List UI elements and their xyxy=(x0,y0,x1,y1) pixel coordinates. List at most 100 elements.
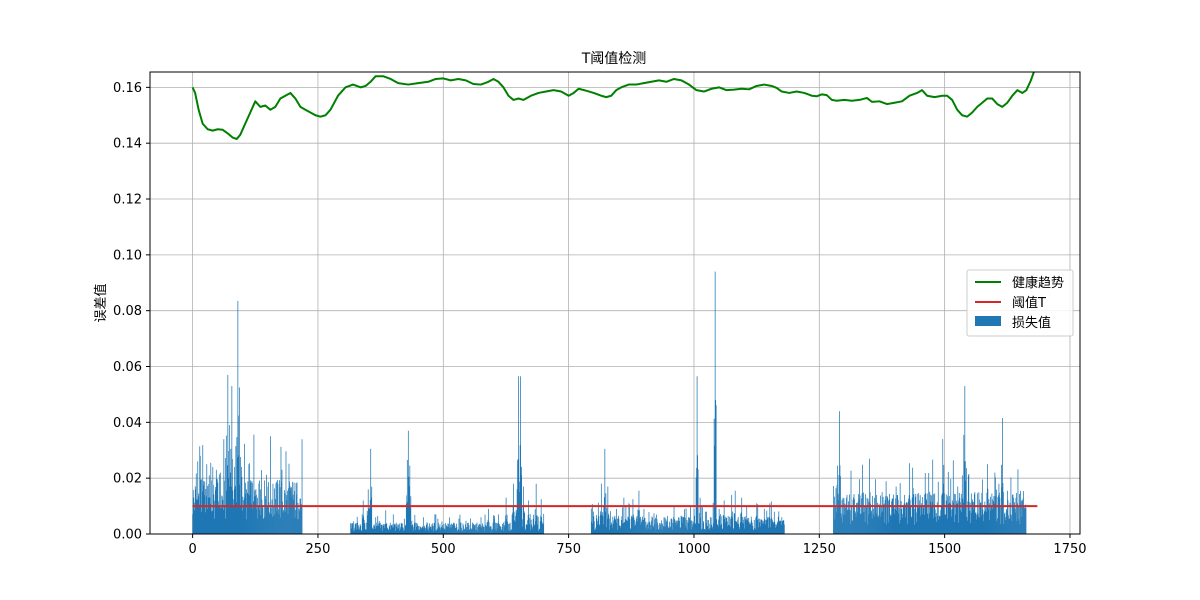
loss-bar xyxy=(634,519,635,534)
loss-bar xyxy=(868,501,870,534)
loss-bar xyxy=(542,524,544,534)
loss-bar xyxy=(372,528,374,534)
loss-bar xyxy=(494,515,495,534)
loss-bar xyxy=(601,512,603,534)
loss-bar xyxy=(497,523,498,534)
loss-bar xyxy=(682,517,684,534)
loss-bar xyxy=(920,506,922,534)
loss-bar xyxy=(357,522,359,534)
loss-bar xyxy=(469,529,471,534)
loss-bar xyxy=(519,445,521,534)
loss-bar xyxy=(223,439,225,534)
loss-bar xyxy=(965,467,967,534)
loss-bar xyxy=(626,519,627,534)
loss-bar xyxy=(259,509,261,534)
loss-bar xyxy=(361,514,363,534)
loss-bar xyxy=(755,517,757,534)
loss-bar xyxy=(926,500,928,534)
loss-bar xyxy=(716,524,718,534)
loss-bar xyxy=(734,513,736,534)
loss-bar xyxy=(407,501,409,534)
loss-bar xyxy=(354,530,356,534)
loss-bar xyxy=(782,520,784,534)
loss-bar xyxy=(632,517,633,534)
loss-bar xyxy=(754,528,756,534)
loss-bar xyxy=(377,523,379,534)
loss-bar xyxy=(376,525,378,534)
loss-bar xyxy=(991,493,993,534)
loss-bar xyxy=(463,525,464,534)
loss-bar xyxy=(970,493,972,534)
loss-bar xyxy=(192,490,194,534)
loss-bar xyxy=(1002,482,1004,534)
loss-bar xyxy=(258,505,259,534)
loss-bar xyxy=(783,524,785,534)
loss-bar xyxy=(981,492,983,534)
loss-bar xyxy=(280,517,281,534)
loss-bar xyxy=(996,489,997,534)
loss-bar xyxy=(592,511,594,534)
loss-bar xyxy=(959,497,961,534)
loss-bar xyxy=(1001,487,1003,534)
loss-bar xyxy=(653,527,654,534)
loss-bar xyxy=(472,522,473,534)
loss-bar xyxy=(951,516,953,534)
loss-bar xyxy=(600,483,602,534)
x-tick-label: 1750 xyxy=(1053,542,1086,557)
loss-bar xyxy=(879,506,880,534)
loss-bar xyxy=(988,499,990,534)
loss-bar xyxy=(964,386,966,534)
y-tick-label: 0.10 xyxy=(113,248,142,263)
loss-bar xyxy=(923,514,925,534)
loss-bar xyxy=(746,518,748,534)
loss-bar xyxy=(911,517,913,534)
loss-bar xyxy=(691,520,692,534)
loss-bar xyxy=(1011,515,1012,534)
loss-bar xyxy=(472,524,474,534)
loss-bar xyxy=(482,525,484,534)
loss-bar xyxy=(688,517,689,534)
loss-bar xyxy=(238,387,240,534)
loss-bar xyxy=(227,374,229,534)
loss-bar xyxy=(917,507,919,534)
loss-bar xyxy=(996,521,998,534)
loss-bar xyxy=(429,523,430,534)
loss-bar xyxy=(353,521,355,534)
loss-bar xyxy=(783,520,785,534)
loss-bar xyxy=(667,516,668,534)
loss-bar xyxy=(664,526,665,534)
loss-bar xyxy=(978,492,980,534)
loss-bar xyxy=(694,515,695,534)
loss-bar xyxy=(383,523,385,534)
loss-bar xyxy=(854,511,856,534)
loss-bar xyxy=(464,528,466,534)
loss-bar xyxy=(771,518,773,534)
loss-bar xyxy=(479,523,480,534)
loss-bar xyxy=(705,511,706,534)
loss-bar xyxy=(943,514,945,534)
loss-bar xyxy=(643,508,645,534)
loss-bar xyxy=(857,512,858,534)
loss-bar xyxy=(466,530,468,534)
loss-bar xyxy=(634,525,636,534)
loss-bar xyxy=(905,517,907,534)
loss-bar xyxy=(516,512,517,534)
loss-bar xyxy=(924,473,926,534)
loss-bar xyxy=(843,514,844,534)
loss-bar xyxy=(543,513,545,534)
loss-bar xyxy=(839,411,840,534)
loss-bar xyxy=(647,524,648,534)
loss-bar xyxy=(772,521,774,534)
loss-bar xyxy=(704,529,705,534)
loss-bar xyxy=(632,499,634,534)
loss-bar xyxy=(612,523,614,534)
loss-bar xyxy=(476,522,478,534)
loss-bar xyxy=(278,514,280,534)
loss-bar xyxy=(538,531,540,534)
loss-bar xyxy=(415,523,417,534)
loss-bar xyxy=(711,524,713,534)
loss-bar xyxy=(677,523,678,534)
loss-bar xyxy=(872,495,873,534)
loss-bar xyxy=(455,527,456,534)
loss-bar xyxy=(1014,502,1015,534)
